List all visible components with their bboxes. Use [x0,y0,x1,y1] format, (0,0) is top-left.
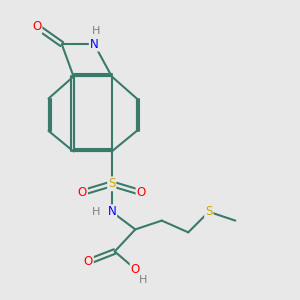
Text: H: H [92,26,101,36]
Text: O: O [136,186,146,199]
Text: O: O [78,186,87,199]
Text: O: O [84,255,93,268]
Text: H: H [92,207,100,217]
Text: H: H [139,275,148,285]
Text: N: N [90,38,98,51]
Text: S: S [205,205,212,218]
Text: S: S [108,177,116,190]
Text: O: O [131,262,140,276]
Text: N: N [107,205,116,218]
Text: O: O [32,20,41,33]
